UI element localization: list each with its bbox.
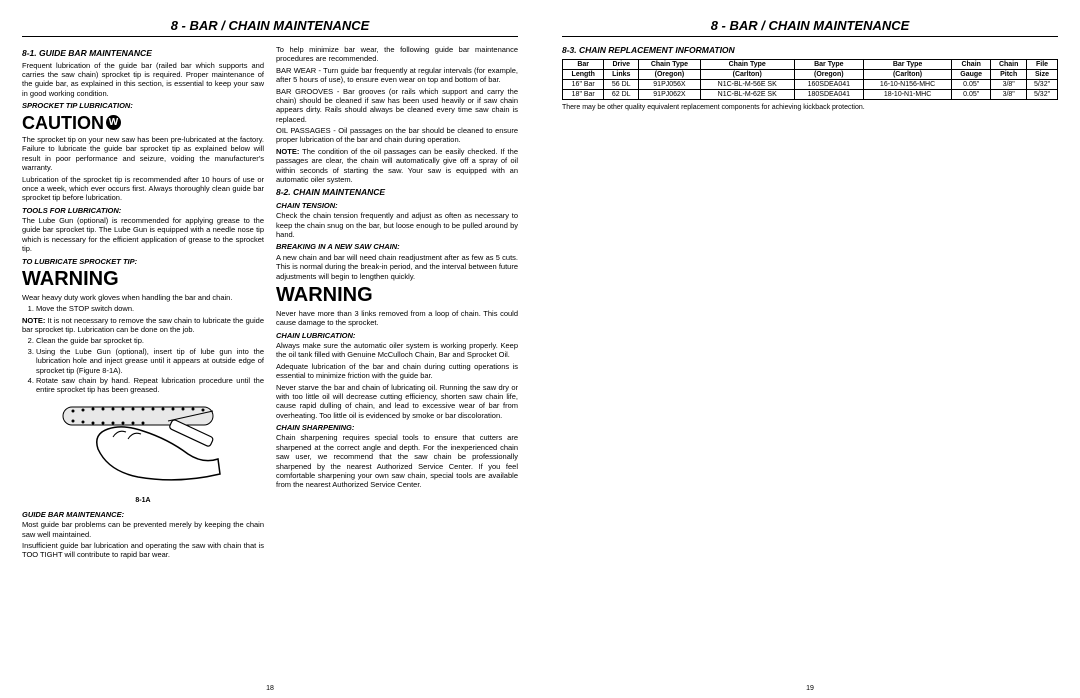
chain-tension-heading: CHAIN TENSION: [276,201,518,210]
th: (Carlton) [863,70,951,80]
td: 0.05" [952,90,991,100]
left-col-1: 8-1. GUIDE BAR MAINTENANCE Frequent lubr… [22,45,264,562]
th: File [1027,60,1058,70]
list-item: Using the Lube Gun (optional), insert ti… [36,347,264,375]
td: 91PJ056X [639,80,701,90]
th: Bar Type [863,60,951,70]
table-header-row-2: Length Links (Oregon) (Carlton) (Oregon)… [563,70,1058,80]
page-19: 8 - BAR / CHAIN MAINTENANCE 8-3. CHAIN R… [540,0,1080,698]
warning-label: WARNING [22,267,264,292]
table-row: 18" Bar 62 DL 91PJ062X N1C-BL-M-62E SK 1… [563,90,1058,100]
th: Drive [604,60,639,70]
th: Length [563,70,604,80]
chain-sharpening-heading: CHAIN SHARPENING: [276,423,518,432]
text: Never have more than 3 links removed fro… [276,309,518,328]
page-number-left: 18 [0,685,540,692]
text: Check the chain tension frequently and a… [276,211,518,239]
left-col-2: To help minimize bar wear, the following… [276,45,518,562]
text: Insufficient guide bar lubrication and o… [22,541,264,560]
td: 18-10-N1-MHC [863,90,951,100]
th: Pitch [991,70,1027,80]
footnote: There may be other quality equivalent re… [562,104,1058,111]
td: 56 DL [604,80,639,90]
table-body: 16" Bar 56 DL 91PJ056X N1C-BL-M-56E SK 1… [563,80,1058,100]
td: 62 DL [604,90,639,100]
warning-label-2: WARNING [276,283,518,308]
guide-bar-maint-heading: GUIDE BAR MAINTENANCE: [22,510,264,519]
chain-replacement-table: Bar Drive Chain Type Chain Type Bar Type… [562,59,1058,100]
text: Never starve the bar and chain of lubric… [276,383,518,421]
page-header-left: 8 - BAR / CHAIN MAINTENANCE [22,18,518,37]
sprocket-tip-heading: SPROCKET TIP LUBRICATION: [22,101,264,110]
td: 180SDEA041 [794,90,863,100]
chain-lubrication-heading: CHAIN LUBRICATION: [276,331,518,340]
text: A new chain and bar will need chain read… [276,253,518,281]
figure-8-1a: 8-1A [22,399,264,506]
page-header-right: 8 - BAR / CHAIN MAINTENANCE [562,18,1058,37]
page-18: 8 - BAR / CHAIN MAINTENANCE 8-1. GUIDE B… [0,0,540,698]
th: Chain [991,60,1027,70]
section-8-3-title: 8-3. CHAIN REPLACEMENT INFORMATION [562,45,1058,55]
breaking-in-heading: BREAKING IN A NEW SAW CHAIN: [276,242,518,251]
th: (Oregon) [639,70,701,80]
text: BAR WEAR - Turn guide bar frequently at … [276,66,518,85]
steps-list-2: Clean the guide bar sprocket tip. Using … [36,336,264,394]
td: 3/8" [991,90,1027,100]
steps-list-1: Move the STOP switch down. [36,304,264,313]
list-item: Rotate saw chain by hand. Repeat lubrica… [36,376,264,395]
text: Adequate lubrication of the bar and chai… [276,362,518,381]
text: Wear heavy duty work gloves when handlin… [22,293,264,302]
table-header-row-1: Bar Drive Chain Type Chain Type Bar Type… [563,60,1058,70]
text: To help minimize bar wear, the following… [276,45,518,64]
warning-w-icon: W [106,115,121,130]
th: Bar [563,60,604,70]
td: 0.05" [952,80,991,90]
lubricate-heading: TO LUBRICATE SPROCKET TIP: [22,257,264,266]
th: Bar Type [794,60,863,70]
page-number-right: 19 [540,685,1080,692]
figure-caption: 8-1A [22,497,264,506]
text: The Lube Gun (optional) is recommended f… [22,216,264,254]
note-text: NOTE: It is not necessary to remove the … [22,316,264,335]
td: 16" Bar [563,80,604,90]
th: Size [1027,70,1058,80]
text: Always make sure the automatic oiler sys… [276,341,518,360]
td: 91PJ062X [639,90,701,100]
list-item: Move the STOP switch down. [36,304,264,313]
td: 16-10-N156-MHC [863,80,951,90]
text: The sprocket tip on your new saw has bee… [22,135,264,173]
text: Chain sharpening requires special tools … [276,433,518,489]
td: N1C-BL-M-56E SK [700,80,794,90]
columns-left: 8-1. GUIDE BAR MAINTENANCE Frequent lubr… [22,45,518,562]
text: Most guide bar problems can be prevented… [22,520,264,539]
section-8-2-title: 8-2. CHAIN MAINTENANCE [276,187,518,198]
th: (Carlton) [700,70,794,80]
text: OIL PASSAGES - Oil passages on the bar s… [276,126,518,145]
th: Chain Type [700,60,794,70]
tools-heading: TOOLS FOR LUBRICATION: [22,206,264,215]
th: (Oregon) [794,70,863,80]
text: BAR GROOVES - Bar grooves (or rails whic… [276,87,518,125]
caution-label: CAUTION W [22,112,264,135]
caution-text: CAUTION [22,112,104,135]
lubrication-illustration [58,399,228,494]
th: Chain [952,60,991,70]
td: 5/32" [1027,90,1058,100]
text: Frequent lubrication of the guide bar (r… [22,61,264,99]
table-row: 16" Bar 56 DL 91PJ056X N1C-BL-M-56E SK 1… [563,80,1058,90]
th: Links [604,70,639,80]
text: Lubrication of the sprocket tip is recom… [22,175,264,203]
section-8-1-title: 8-1. GUIDE BAR MAINTENANCE [22,48,264,59]
td: N1C-BL-M-62E SK [700,90,794,100]
list-item: Clean the guide bar sprocket tip. [36,336,264,345]
td: 160SDEA041 [794,80,863,90]
td: 3/8" [991,80,1027,90]
td: 18" Bar [563,90,604,100]
td: 5/32" [1027,80,1058,90]
right-body: 8-3. CHAIN REPLACEMENT INFORMATION Bar D… [562,45,1058,111]
note-text: NOTE: The condition of the oil passages … [276,147,518,185]
th: Gauge [952,70,991,80]
th: Chain Type [639,60,701,70]
